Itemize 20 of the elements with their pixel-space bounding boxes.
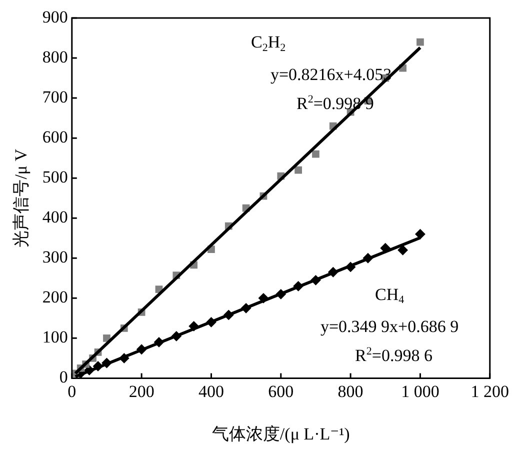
y-tick-label: 0 — [59, 368, 68, 387]
y-tick-label: 600 — [42, 128, 68, 147]
y-tick-label: 900 — [42, 7, 68, 26]
annotation: y=0.8216x+4.053 — [270, 65, 392, 84]
y-tick-label: 800 — [42, 47, 68, 66]
x-axis-title: 气体浓度/(μ L·L⁻¹) — [212, 424, 350, 444]
x-tick-label: 400 — [198, 382, 224, 401]
x-tick-label: 1 200 — [470, 382, 509, 401]
y-tick-label: 100 — [42, 328, 68, 347]
y-tick-label: 300 — [42, 248, 68, 267]
y-tick-label: 400 — [42, 208, 68, 227]
y-tick-label: 200 — [42, 288, 68, 307]
x-tick-label: 200 — [128, 382, 154, 401]
y-tick-label: 700 — [42, 88, 68, 107]
x-tick-label: 1 000 — [401, 382, 440, 401]
annotation: y=0.349 9x+0.686 9 — [320, 317, 459, 336]
x-tick-label: 600 — [268, 382, 294, 401]
y-axis-title: 光声信号/μ V — [12, 148, 31, 248]
y-tick-label: 500 — [42, 168, 68, 187]
x-tick-label: 800 — [338, 382, 364, 401]
